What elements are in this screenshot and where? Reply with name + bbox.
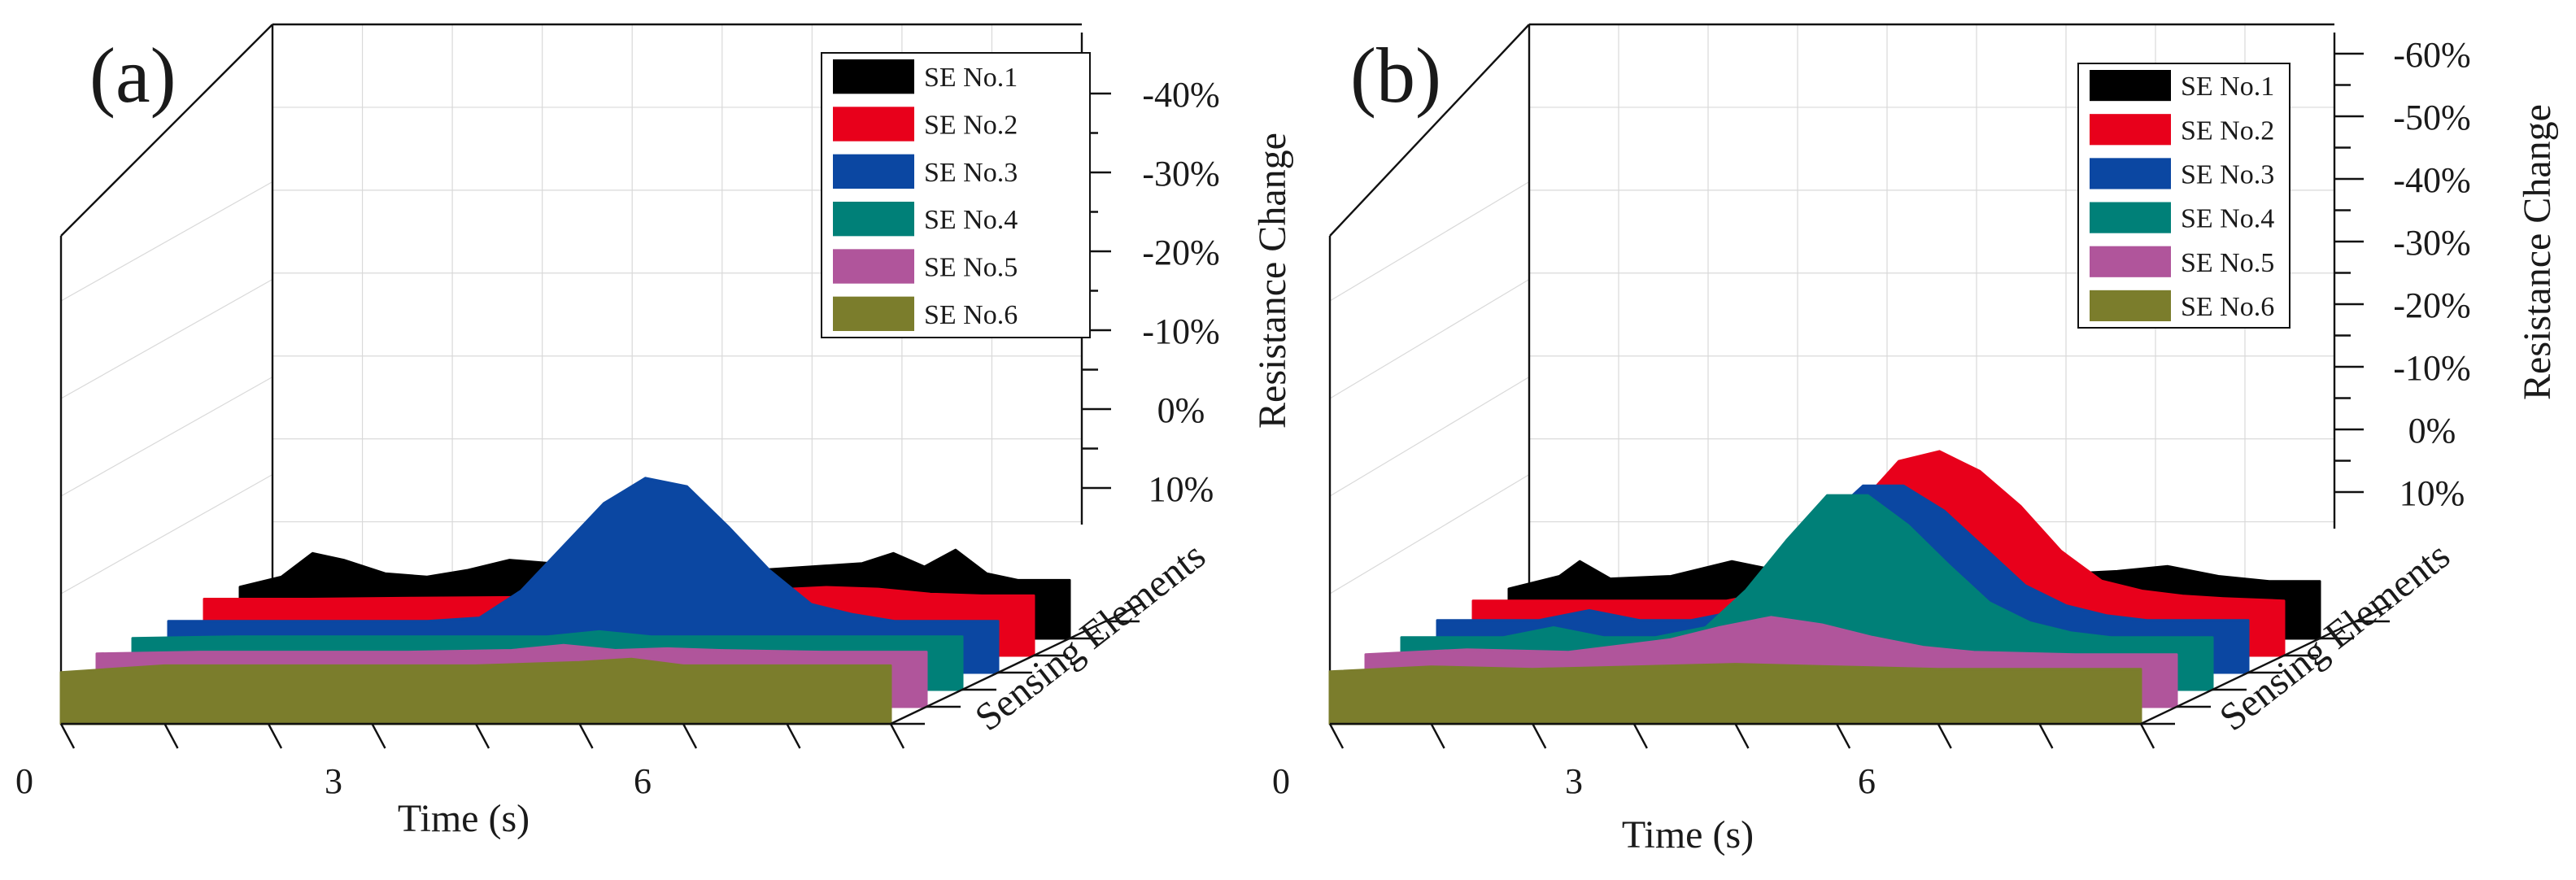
legend-swatch <box>2090 158 2171 190</box>
x-axis: 0 3 6 Time (s) <box>1272 723 2155 856</box>
legend-label: SE No.4 <box>924 205 1018 235</box>
legend-label: SE No.6 <box>2181 292 2274 322</box>
x-tick-label: 0 <box>15 761 33 801</box>
x-tick <box>889 723 905 749</box>
top-left-edge <box>60 24 273 237</box>
x-tick <box>1937 723 1952 749</box>
x-tick <box>1734 723 1750 749</box>
grid-line <box>60 473 273 595</box>
z-tick-label: 0% <box>1157 390 1205 430</box>
legend-label: SE No.5 <box>2181 248 2274 278</box>
z-tick-label: -40% <box>1142 75 1219 115</box>
series-6-area <box>59 657 892 725</box>
top-left-edge <box>1329 24 1530 237</box>
grid-line <box>1329 278 1530 399</box>
legend: SE No.1 SE No.2 SE No.3 SE No.4 SE No.5 SE No… <box>2077 63 2291 329</box>
x-tick-label: 6 <box>1858 761 1876 801</box>
z-axis: -60% -50% -40% -30% -20% -10% 0% 10% <box>2333 33 2471 529</box>
grid-line <box>1329 181 1530 302</box>
z-tick-label: -20% <box>1142 233 1219 272</box>
panel-b: -60% -50% -40% -30% -20% -10% 0% 10% 0 3 6 Time (s)… <box>1251 23 2559 856</box>
z-tick-label: -40% <box>2393 160 2470 200</box>
legend-label: SE No.3 <box>2181 159 2274 190</box>
z-tick-label: 0% <box>2408 411 2456 451</box>
series-4-area <box>1400 494 2214 691</box>
x-tick <box>1632 723 1648 749</box>
legend-box <box>2077 63 2291 329</box>
z-tick-label: -30% <box>1142 154 1219 194</box>
grid-line <box>1329 473 1530 595</box>
grid-line <box>1329 376 1530 497</box>
legend-label: SE No.1 <box>924 63 1018 93</box>
z-tick-label: -20% <box>2393 285 2470 325</box>
x-tick <box>1532 723 1547 749</box>
legend-swatch <box>2090 114 2171 146</box>
x-tick <box>682 723 698 749</box>
z-tick-label: 10% <box>2399 473 2465 513</box>
depth-axis <box>2140 603 2392 725</box>
legend-swatch <box>833 107 914 142</box>
legend-label: SE No.3 <box>924 158 1018 188</box>
legend-label: SE No.2 <box>2181 115 2274 146</box>
x-tick-label: 6 <box>634 761 652 801</box>
legend-swatch <box>833 59 914 94</box>
x-tick <box>786 723 801 749</box>
legend-swatch <box>2090 70 2171 102</box>
z-tick-label: -10% <box>2393 348 2470 388</box>
x-tick <box>578 723 594 749</box>
legend-swatch <box>833 296 914 331</box>
x-axis-label: Time (s) <box>398 797 530 840</box>
panel-label: (b) <box>1350 32 1441 119</box>
z-tick-label: -60% <box>2393 35 2470 75</box>
series-layers <box>59 477 1071 725</box>
legend-swatch <box>833 154 914 189</box>
legend-swatch <box>833 249 914 284</box>
depth-axis <box>890 603 1142 725</box>
y-axis-label-left: Resistance Change <box>1251 133 1294 429</box>
z-tick-label: -10% <box>1142 311 1219 351</box>
legend-box <box>821 52 1091 338</box>
series-6-area <box>1328 663 2142 725</box>
depth-axis-line <box>2140 603 2392 725</box>
x-tick <box>2038 723 2054 749</box>
x-tick <box>163 723 179 749</box>
x-tick <box>474 723 490 749</box>
legend-swatch <box>2090 290 2171 321</box>
x-tick-label: 0 <box>1272 761 1290 801</box>
x-tick <box>1836 723 1851 749</box>
grid-line <box>60 376 273 497</box>
x-tick <box>1430 723 1445 749</box>
z-axis: -40% -30% -20% -10% 0% 10% <box>1080 33 1220 525</box>
x-tick <box>59 723 76 749</box>
legend-swatch <box>2090 246 2171 277</box>
x-tick <box>371 723 386 749</box>
depth-axis-line <box>890 603 1142 725</box>
y-axis-label-right: Resistance Change <box>2516 104 2559 400</box>
series-3-area <box>167 477 1000 674</box>
x-tick <box>1328 723 1345 749</box>
x-tick-label: 3 <box>1565 761 1583 801</box>
panel-label: (a) <box>89 32 177 119</box>
legend-label: SE No.5 <box>924 253 1018 283</box>
z-tick-label: -50% <box>2393 98 2470 137</box>
series-layers <box>1328 450 2321 725</box>
legend-label: SE No.4 <box>2181 204 2274 234</box>
legend-label: SE No.2 <box>924 111 1018 141</box>
legend-label: SE No.6 <box>924 300 1018 330</box>
legend-label: SE No.1 <box>2181 72 2274 102</box>
grid-line <box>60 278 273 399</box>
z-tick-label: 10% <box>1149 469 1214 509</box>
grid-line <box>60 181 273 302</box>
z-tick-label: -30% <box>2393 223 2470 263</box>
x-tick <box>267 723 283 749</box>
legend-swatch <box>2090 202 2171 233</box>
legend-swatch <box>833 202 914 237</box>
legend: SE No.1 SE No.2 SE No.3 SE No.4 SE No.5 SE No… <box>821 52 1091 338</box>
x-axis: 0 3 6 Time (s) <box>15 723 905 840</box>
x-axis-label: Time (s) <box>1622 813 1754 856</box>
x-tick <box>2139 723 2155 749</box>
x-tick-label: 3 <box>325 761 342 801</box>
